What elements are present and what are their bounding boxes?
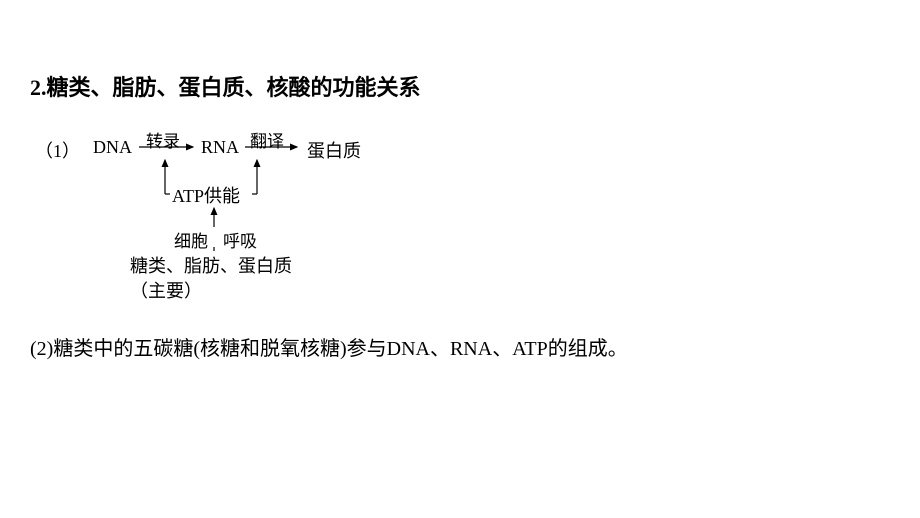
- section-heading: 2.糖类、脂肪、蛋白质、核酸的功能关系: [30, 70, 890, 102]
- footnote-text: (2)糖类中的五碳糖(核糖和脱氧核糖)参与DNA、RNA、ATP的组成。: [30, 332, 890, 361]
- flow-diagram: （1） DNA 转录 RNA 翻译 蛋白质 ATP供能 细胞 呼吸 糖类、脂肪、…: [35, 127, 435, 302]
- diagram-arrows: [35, 127, 435, 302]
